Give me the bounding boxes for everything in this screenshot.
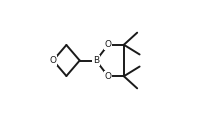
Text: O: O bbox=[50, 56, 57, 65]
Text: O: O bbox=[105, 40, 112, 49]
Text: B: B bbox=[93, 56, 99, 65]
Text: O: O bbox=[105, 72, 112, 81]
